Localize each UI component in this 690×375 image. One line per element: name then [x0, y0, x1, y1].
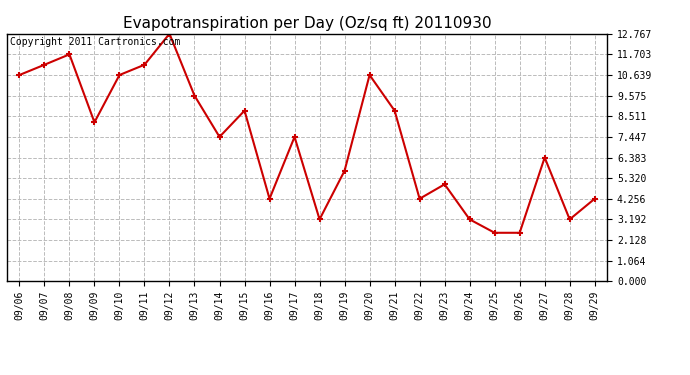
Title: Evapotranspiration per Day (Oz/sq ft) 20110930: Evapotranspiration per Day (Oz/sq ft) 20… — [123, 16, 491, 31]
Text: Copyright 2011 Cartronics.com: Copyright 2011 Cartronics.com — [10, 38, 180, 48]
